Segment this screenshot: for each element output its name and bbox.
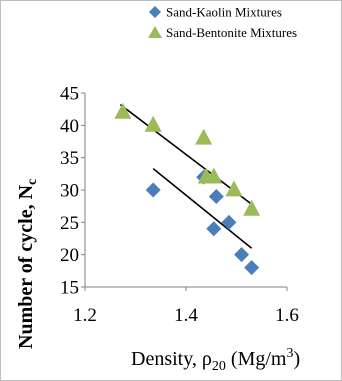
y-axis-title: Number of cycle, Nc — [15, 179, 40, 349]
x-tick-label: 1.2 — [73, 305, 97, 326]
x-tick-label: 1.4 — [174, 305, 198, 326]
x-tick-label: 1.6 — [275, 305, 299, 326]
bentonite-data-point — [195, 128, 213, 145]
kaolin-data-point — [145, 182, 161, 198]
bentonite-data-point — [243, 199, 261, 216]
y-tick-label: 35 — [60, 148, 79, 169]
kaolin-data-point — [234, 247, 250, 263]
trendlines — [119, 104, 253, 249]
bentonite-data-point — [225, 180, 243, 197]
trendline-series-0 — [152, 168, 253, 249]
y-tick-label: 45 — [60, 84, 79, 105]
x-axis-ticks: 1.2 1.4 1.6 — [73, 287, 299, 326]
y-tick-label: 25 — [60, 213, 79, 234]
plot-area: 15 20 25 30 35 40 45 1.2 1.4 1.6 — [60, 84, 299, 327]
y-axis-ticks: 15 20 25 30 35 40 45 — [60, 84, 85, 299]
kaolin-data-point — [208, 188, 224, 204]
bentonite-data-point — [114, 102, 132, 119]
y-tick-label: 30 — [60, 181, 79, 202]
legend-diamond-marker — [149, 6, 161, 18]
legend-label-kaolin: Sand-Kaolin Mixtures — [166, 5, 282, 20]
y-tick-label: 15 — [60, 278, 79, 299]
legend: Sand-Kaolin Mixtures Sand-Bentonite Mixt… — [148, 5, 297, 40]
kaolin-data-point — [244, 260, 260, 276]
legend-label-bentonite: Sand-Bentonite Mixtures — [166, 25, 297, 40]
legend-triangle-marker — [148, 26, 162, 38]
legend-item-bentonite: Sand-Bentonite Mixtures — [148, 25, 297, 40]
y-tick-label: 40 — [60, 116, 79, 137]
x-axis-title: Density, ρ20 (Mg/m3) — [131, 346, 300, 374]
y-tick-label: 20 — [60, 245, 79, 266]
kaolin-data-point — [206, 221, 222, 237]
legend-item-kaolin: Sand-Kaolin Mixtures — [149, 5, 282, 20]
bentonite-data-point — [144, 115, 162, 132]
bentonite-data-point — [205, 167, 223, 184]
data-points — [114, 102, 261, 276]
kaolin-data-point — [221, 214, 237, 230]
trendline-series-1 — [119, 104, 253, 205]
